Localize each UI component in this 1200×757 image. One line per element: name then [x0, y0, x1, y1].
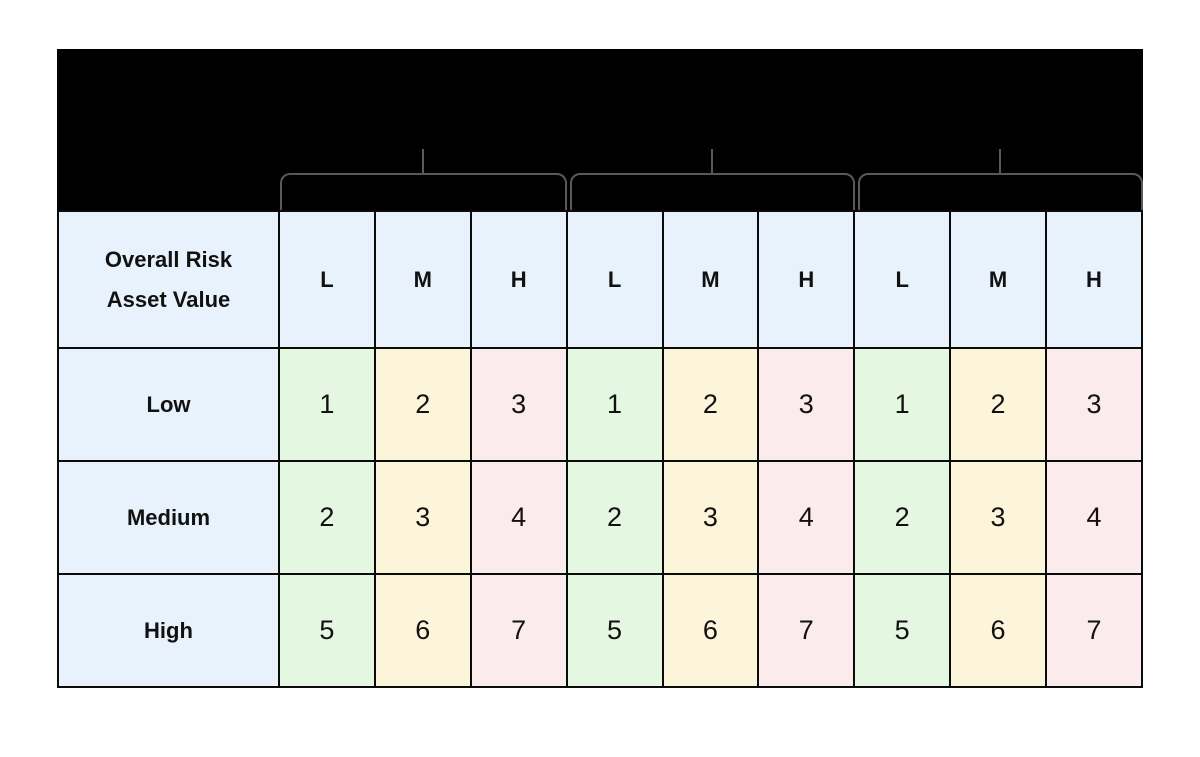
risk-matrix-figure: Overall Risk Asset Value L M H L M H L M H Low 1 2 3 1 2…	[57, 49, 1143, 688]
risk-value-cell: 2	[278, 460, 376, 575]
risk-value-cell: 7	[1045, 573, 1143, 688]
risk-value-cell: 6	[661, 573, 760, 688]
risk-value-cell: 3	[373, 460, 472, 575]
column-group-box	[570, 173, 855, 211]
risk-value-cell: 2	[373, 347, 472, 462]
risk-value-cell: 3	[661, 460, 760, 575]
risk-value-cell: 5	[853, 573, 952, 688]
risk-value-cell: 2	[949, 347, 1047, 462]
column-header-cell: M	[661, 210, 760, 349]
risk-value-cell: 5	[565, 573, 664, 688]
risk-value-cell: 7	[757, 573, 856, 688]
risk-value-cell: 3	[469, 347, 568, 462]
risk-value-cell: 2	[853, 460, 952, 575]
row-label-cell: High	[57, 573, 280, 688]
risk-value-cell: 1	[853, 347, 952, 462]
risk-value-cell: 6	[949, 573, 1047, 688]
corner-header-text: Overall Risk	[104, 246, 233, 272]
table-row: High 5 6 7 5 6 7 5 6 7	[57, 573, 1143, 688]
risk-value-cell: 3	[1045, 347, 1143, 462]
column-header-cell: L	[278, 210, 376, 349]
risk-value-cell: 3	[949, 460, 1047, 575]
risk-value-cell: 4	[469, 460, 568, 575]
risk-value-cell: 4	[757, 460, 856, 575]
column-header-cell: H	[469, 210, 568, 349]
column-header-cell: M	[373, 210, 472, 349]
row-label-cell: Medium	[57, 460, 280, 575]
column-header-cell: L	[565, 210, 664, 349]
row-label-cell: Low	[57, 347, 280, 462]
risk-value-cell: 4	[1045, 460, 1143, 575]
group-connector-line	[711, 149, 713, 173]
risk-value-cell: 7	[469, 573, 568, 688]
risk-value-cell: 1	[565, 347, 664, 462]
group-connector-line	[422, 149, 424, 173]
table-row: Medium 2 3 4 2 3 4 2 3 4	[57, 460, 1143, 575]
group-connector-line	[999, 149, 1001, 173]
risk-value-cell: 5	[278, 573, 376, 688]
corner-header-cell: Overall Risk Asset Value	[57, 210, 280, 349]
column-header-cell: H	[1045, 210, 1143, 349]
risk-value-cell: 1	[278, 347, 376, 462]
column-group-box	[858, 173, 1143, 211]
risk-matrix-table: Overall Risk Asset Value L M H L M H L M H Low 1 2 3 1 2…	[57, 210, 1143, 688]
risk-value-cell: 3	[757, 347, 856, 462]
column-group-box	[280, 173, 567, 211]
table-row: Low 1 2 3 1 2 3 1 2 3	[57, 347, 1143, 462]
risk-value-cell: 2	[661, 347, 760, 462]
corner-header-text: Asset Value	[106, 286, 231, 312]
risk-value-cell: 6	[373, 573, 472, 688]
risk-value-cell: 2	[565, 460, 664, 575]
column-header-cell: H	[757, 210, 856, 349]
column-header-cell: L	[853, 210, 952, 349]
column-header-cell: M	[949, 210, 1047, 349]
